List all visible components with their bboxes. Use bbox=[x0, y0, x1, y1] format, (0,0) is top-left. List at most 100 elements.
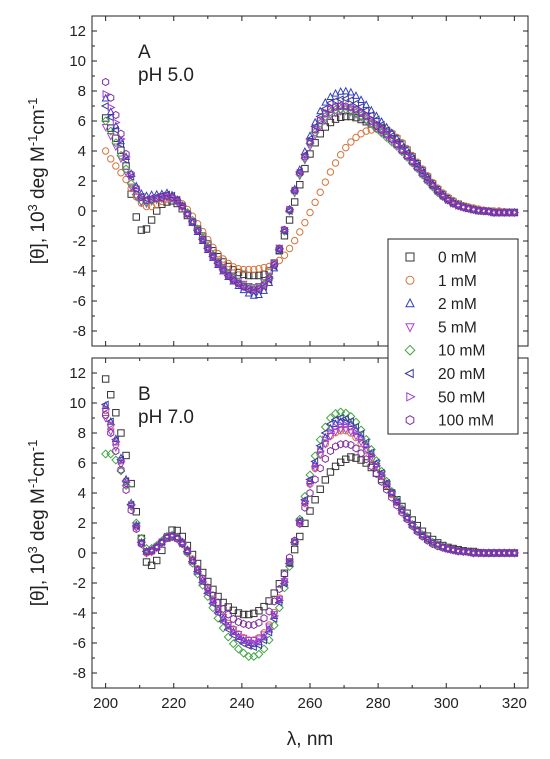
data-point bbox=[133, 521, 142, 531]
legend-marker bbox=[405, 275, 415, 285]
legend-marker bbox=[405, 415, 415, 426]
data-point bbox=[434, 187, 442, 196]
data-point bbox=[269, 620, 279, 630]
data-point bbox=[148, 546, 156, 555]
data-point bbox=[266, 625, 274, 634]
y-title-exp1: 3 bbox=[25, 546, 40, 553]
data-point bbox=[398, 146, 406, 155]
data-point bbox=[290, 236, 299, 245]
data-point bbox=[112, 162, 120, 170]
data-point bbox=[331, 159, 340, 167]
legend-item: 0 mM bbox=[405, 250, 477, 267]
data-point bbox=[254, 290, 263, 299]
y-title-base: [θ], 10 bbox=[28, 553, 49, 606]
data-point bbox=[142, 547, 151, 556]
data-point bbox=[265, 607, 273, 616]
data-point bbox=[280, 225, 288, 234]
data-point bbox=[388, 493, 396, 502]
data-point bbox=[194, 565, 202, 574]
data-point bbox=[413, 163, 421, 172]
data-point bbox=[362, 112, 370, 121]
series-100-mm bbox=[102, 77, 518, 295]
data-point bbox=[260, 614, 268, 623]
data-point bbox=[245, 638, 254, 648]
data-point bbox=[311, 459, 320, 468]
data-point bbox=[229, 626, 238, 635]
data-point bbox=[270, 589, 278, 597]
y-tick-label: -2 bbox=[73, 233, 86, 250]
data-point bbox=[137, 540, 146, 549]
data-point bbox=[112, 446, 120, 456]
data-point bbox=[285, 244, 294, 253]
data-point bbox=[101, 414, 110, 423]
data-point bbox=[275, 244, 283, 253]
y-tick-label: 2 bbox=[78, 515, 86, 532]
legend-marker bbox=[405, 252, 415, 262]
data-point bbox=[372, 111, 381, 120]
data-point bbox=[254, 637, 263, 646]
data-point bbox=[366, 448, 375, 457]
data-point bbox=[306, 137, 314, 147]
data-point bbox=[219, 604, 227, 613]
data-point bbox=[270, 260, 278, 270]
data-point bbox=[224, 271, 232, 280]
data-point bbox=[260, 602, 268, 611]
legend-item: 10 mM bbox=[404, 343, 485, 360]
y-tick-label: 12 bbox=[69, 365, 86, 382]
data-point bbox=[310, 122, 319, 131]
data-point bbox=[352, 428, 361, 437]
data-point bbox=[347, 138, 355, 146]
data-point bbox=[510, 208, 518, 217]
y-tick-label: 0 bbox=[78, 545, 86, 562]
data-point bbox=[228, 639, 238, 649]
legend-item: 2 mM bbox=[405, 296, 477, 313]
data-point bbox=[296, 519, 304, 528]
data-point bbox=[342, 143, 350, 152]
data-point bbox=[255, 265, 263, 273]
data-point bbox=[362, 455, 370, 464]
data-point bbox=[332, 442, 340, 451]
data-point bbox=[255, 607, 263, 615]
data-point bbox=[392, 497, 400, 507]
data-point bbox=[233, 644, 244, 654]
y-tick-label: 8 bbox=[78, 83, 86, 100]
y-tick-label: 10 bbox=[69, 395, 86, 412]
panel-a-subtitle: pH 5.0 bbox=[138, 65, 194, 86]
data-point bbox=[199, 577, 208, 586]
data-point bbox=[147, 216, 156, 224]
data-point bbox=[250, 638, 259, 648]
data-point bbox=[397, 143, 406, 152]
data-point bbox=[260, 281, 268, 290]
data-point bbox=[296, 228, 304, 236]
data-point bbox=[274, 598, 283, 607]
data-point bbox=[183, 547, 191, 556]
data-point bbox=[317, 446, 325, 456]
data-point bbox=[107, 391, 115, 399]
y-tick-label: -4 bbox=[73, 263, 86, 280]
data-point bbox=[147, 561, 156, 570]
data-point bbox=[347, 103, 355, 112]
data-point bbox=[326, 468, 335, 476]
data-point bbox=[326, 168, 335, 176]
data-point bbox=[279, 579, 288, 588]
data-point bbox=[393, 501, 401, 510]
data-point bbox=[117, 129, 125, 138]
y-tick-label: 6 bbox=[78, 113, 86, 130]
y-tick-label: 6 bbox=[78, 455, 86, 472]
data-point bbox=[393, 140, 401, 149]
data-point bbox=[224, 259, 232, 268]
data-point bbox=[142, 225, 151, 233]
data-point bbox=[306, 488, 314, 498]
data-point bbox=[382, 122, 391, 131]
series-2-mm bbox=[101, 401, 519, 648]
data-point bbox=[336, 151, 345, 159]
data-point bbox=[316, 485, 324, 493]
data-point bbox=[122, 451, 130, 460]
data-point bbox=[306, 507, 314, 515]
data-point bbox=[296, 168, 304, 177]
data-point bbox=[168, 193, 176, 202]
panel-a-label: A bbox=[138, 42, 151, 63]
data-point bbox=[331, 88, 340, 97]
data-point bbox=[209, 598, 218, 607]
